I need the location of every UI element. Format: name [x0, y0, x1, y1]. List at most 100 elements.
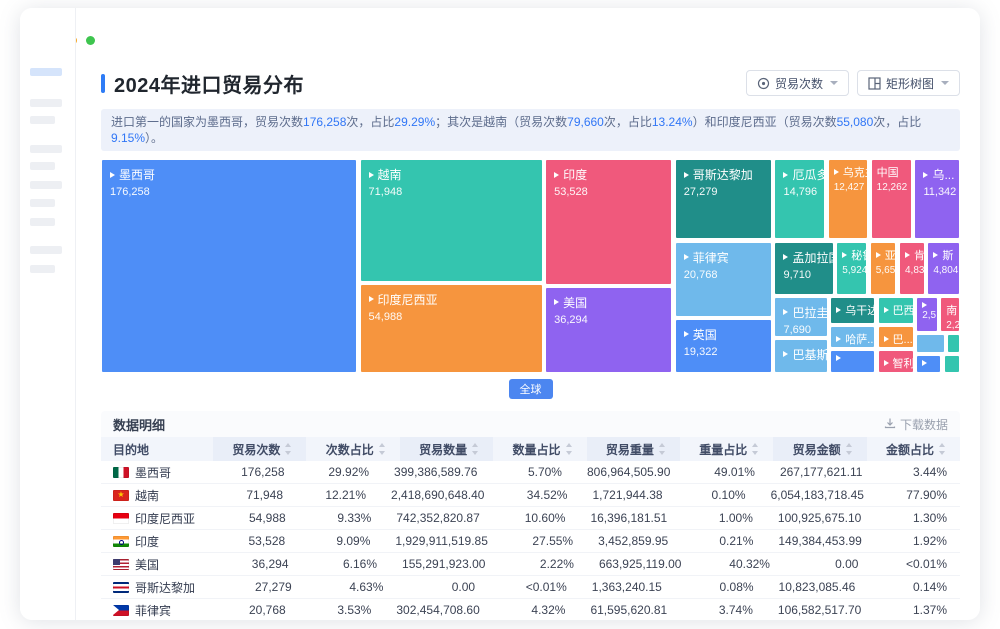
sidebar [20, 8, 75, 620]
treemap-cell[interactable]: 巴基斯坦 [774, 338, 828, 373]
treemap-cell[interactable]: 亚 5,650 [869, 241, 897, 295]
sort-icon[interactable] [471, 443, 480, 455]
treemap-cell[interactable]: 哈萨... [830, 325, 875, 348]
treemap-cell[interactable]: 英国 19,322 [674, 318, 772, 373]
sort-icon[interactable] [658, 443, 667, 455]
treemap-cell-value: 14,796 [783, 186, 818, 198]
treemap-cell[interactable] [916, 354, 942, 373]
table-cell: 27.55% [532, 534, 574, 548]
summary-text-segment: 次，占比 [603, 115, 652, 129]
treemap-cell[interactable]: 智利 [877, 349, 914, 373]
metric-select[interactable]: 贸易次数 [745, 70, 849, 96]
table-cell: 3.44% [912, 465, 947, 479]
summary-text-segment: 13.24% [651, 115, 693, 129]
table-cell: 4.32% [531, 603, 566, 617]
treemap-cell-name: 智利 [892, 357, 914, 370]
table-cell: 36,294 [251, 557, 289, 571]
treemap-cell[interactable]: 乌克兰 12,427 [827, 159, 869, 240]
table-body: 墨西哥 176,258 29.92% 399,386,589.76 5.70% 806,9… [101, 461, 960, 620]
treemap-cell[interactable]: 印度尼西亚 54,988 [359, 283, 543, 373]
treemap-cell-name: 乌... [932, 168, 955, 182]
treemap-cell[interactable]: 斯 4,804 [927, 241, 960, 295]
table-cell: 663,925,119.00 [598, 557, 682, 571]
sidebar-item-active[interactable] [30, 68, 62, 76]
table-cell: 4.63% [349, 580, 384, 594]
treemap-cell[interactable]: 肯 4,836 [899, 241, 925, 295]
maximize-window-icon[interactable] [86, 36, 95, 45]
page-header: 2024年进口贸易分布 贸易次数 矩形树图 [101, 68, 960, 98]
treemap-cell[interactable]: 墨西哥 176,258 [101, 159, 357, 373]
column-header-6[interactable]: 重量占比 [679, 437, 774, 461]
table-cell: <0.01% [905, 557, 947, 571]
treemap-cell[interactable]: 菲律宾 20,768 [674, 241, 772, 317]
treemap-cell-name: 哈萨... [845, 333, 875, 346]
treemap-cell[interactable]: 2,5 [916, 296, 938, 332]
table-cell: 53,528 [248, 534, 286, 548]
treemap-cell[interactable]: 孟加拉国 9,710 [774, 241, 834, 295]
treemap-cell[interactable]: 美国 36,294 [545, 286, 673, 373]
treemap-cell[interactable]: 巴西 [877, 296, 914, 324]
treemap-cell[interactable]: 南 2,2 [940, 296, 960, 332]
sidebar-item [30, 162, 55, 170]
treemap-cell-value: 27,279 [683, 186, 718, 198]
treemap-cell[interactable]: 乌干达 [830, 296, 875, 324]
treemap-cell[interactable]: 巴拉圭 7,690 [774, 296, 828, 337]
chevron-down-icon [941, 81, 949, 85]
table-cell: 1.92% [912, 534, 947, 548]
sort-icon[interactable] [284, 443, 293, 455]
column-header-2[interactable]: 次数占比 [306, 437, 400, 461]
metric-circle-icon [757, 77, 770, 90]
chart-type-select[interactable]: 矩形树图 [856, 70, 960, 96]
treemap-cell[interactable] [943, 354, 960, 373]
treemap-icon [868, 76, 881, 90]
download-data-button[interactable]: 下载数据 [884, 416, 948, 433]
column-header-0: 目的地 [101, 437, 213, 461]
treemap-cell[interactable] [830, 349, 875, 373]
treemap-cell[interactable] [916, 334, 945, 353]
treemap-breadcrumb-global[interactable]: 全球 [508, 379, 553, 399]
treemap-cell[interactable]: 秘鲁 5,924 [836, 241, 868, 295]
treemap-cell[interactable]: 哥斯达黎加 27,279 [674, 159, 772, 240]
treemap-cell[interactable]: 巴... [877, 325, 914, 348]
table-cell: 49.01% [714, 465, 755, 479]
treemap-cell[interactable]: 厄瓜多尔 14,796 [774, 159, 826, 240]
column-header-3[interactable]: 贸易数量 [399, 437, 494, 461]
table-row: 印度 53,528 9.09% 1,929,911,519.85 27.55% 3,452… [101, 530, 960, 553]
sort-icon[interactable] [565, 443, 574, 455]
table-cell: 3.74% [718, 603, 753, 617]
treemap-cell-name: 印度 [563, 168, 588, 182]
expand-arrow-icon [922, 301, 928, 308]
treemap-cell-name: 中国 [876, 167, 899, 179]
expand-arrow-icon [933, 251, 939, 258]
expand-arrow-icon [836, 335, 842, 342]
treemap-cell[interactable]: 中国 12,262 [870, 159, 912, 240]
summary-banner: 进口第一的国家为墨西哥，贸易次数176,258次，占比29.29%；其次是越南（… [101, 109, 960, 151]
column-header-4[interactable]: 数量占比 [493, 437, 587, 461]
column-header-1[interactable]: 贸易次数 [213, 437, 307, 461]
column-header-8[interactable]: 金额占比 [866, 437, 960, 461]
sort-icon[interactable] [845, 443, 854, 455]
treemap-cell-name: 美国 [563, 295, 588, 310]
expand-arrow-icon [554, 299, 560, 306]
column-header-7[interactable]: 贸易金额 [773, 437, 867, 461]
main-content: 2024年进口贸易分布 贸易次数 矩形树图 [75, 8, 980, 620]
table-cell: 71,948 [246, 488, 284, 502]
summary-text-segment: ）和印度尼西亚（贸易次数 [692, 115, 837, 129]
sort-icon[interactable] [378, 443, 387, 455]
treemap-cell[interactable]: 印度 53,528 [545, 159, 673, 285]
treemap-cell[interactable] [947, 334, 960, 353]
sort-icon[interactable] [751, 443, 760, 455]
treemap-cell[interactable]: 乌... 11,342 [914, 159, 960, 240]
treemap-cell-name: 肯 [914, 249, 925, 262]
sort-icon[interactable] [938, 443, 947, 455]
table-cell: 149,384,453.99 [778, 534, 862, 548]
table-cell: 399,386,589.76 [394, 465, 478, 479]
treemap-cell-name: 亚 [884, 249, 896, 262]
sidebar-item [30, 265, 55, 273]
treemap-cell[interactable]: 越南 71,948 [359, 159, 543, 282]
destination-cell: 越南 [101, 484, 213, 506]
column-header-label: 金额占比 [885, 442, 934, 457]
column-header-5[interactable]: 贸易重量 [586, 437, 680, 461]
table-cell: 5.70% [527, 465, 562, 479]
download-label: 下载数据 [899, 417, 948, 432]
